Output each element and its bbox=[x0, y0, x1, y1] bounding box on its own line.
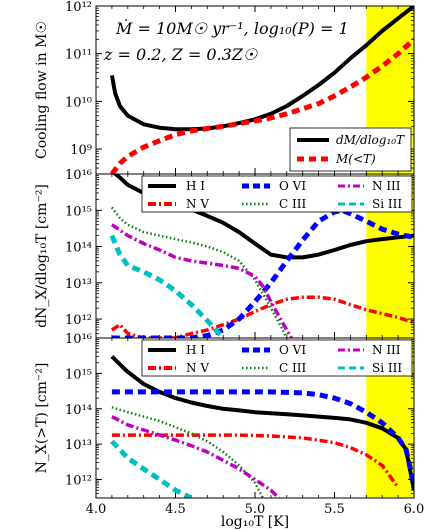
x-tick-label: 6.0 bbox=[404, 502, 425, 517]
legend-middle: H I N V O VI C III N III Si III bbox=[141, 175, 413, 213]
legend-label-NIII-mid: N III bbox=[372, 179, 401, 193]
legend-label-CIII-mid: C III bbox=[279, 197, 306, 211]
y-axis-label-bottom: N_X(>T) [cm⁻²] bbox=[34, 363, 50, 474]
x-tick-label: 5.5 bbox=[324, 502, 345, 517]
legend-label-SiIII-bot: Si III bbox=[372, 361, 402, 375]
y-tick-label: 10¹¹ bbox=[65, 48, 92, 63]
y-tick-label: 10¹² bbox=[65, 313, 92, 328]
series-line-2-3 bbox=[111, 406, 265, 498]
panel-middle: 10¹² 10¹³ 10¹⁴ 10¹⁵ 10¹⁶ dN_X/dlog₁₀T [cm⁻²]… bbox=[34, 168, 415, 339]
y-tick-label: 10¹³ bbox=[65, 438, 92, 453]
y-tick-label: 10¹⁵ bbox=[65, 367, 92, 382]
y-tick-label: 10¹⁶ bbox=[65, 332, 92, 347]
x-tick-label: 5.0 bbox=[245, 502, 266, 517]
series-line-2-0 bbox=[110, 355, 414, 491]
legend-label-CIII-bot: C III bbox=[279, 361, 306, 375]
series-line-2-5 bbox=[110, 439, 193, 498]
panel-top: 10⁹ 10¹⁰ 10¹¹ 10¹² Cooling flow in M☉ Ṁ = 1… bbox=[34, 0, 415, 175]
series-line-2-2 bbox=[111, 389, 414, 486]
legend-label-Mcum: M(<T) bbox=[335, 152, 376, 166]
y-tick-label: 10⁹ bbox=[70, 143, 92, 158]
x-axis-label: log₁₀T [K] bbox=[221, 514, 289, 530]
series-line-1-2 bbox=[111, 207, 414, 338]
y-axis-label-top: Cooling flow in M☉ bbox=[34, 21, 50, 159]
axes-frame-bottom bbox=[95, 337, 415, 499]
legend-label-HI-mid: H I bbox=[186, 179, 205, 193]
legend-top: dM/dlog₁₀T M(<T) bbox=[289, 127, 412, 172]
y-tick-label: 10¹⁵ bbox=[65, 204, 92, 219]
series-line-2-1 bbox=[111, 433, 400, 489]
x-tick-label: 4.5 bbox=[165, 502, 186, 517]
series-line-1-4 bbox=[110, 223, 294, 338]
legend-frame-bottom bbox=[141, 339, 413, 377]
y-tick-label: 10¹² bbox=[65, 0, 92, 15]
legend-label-NIII-bot: N III bbox=[372, 343, 401, 357]
y-tick-label: 10¹⁴ bbox=[65, 241, 92, 256]
legend-label-SiIII-mid: Si III bbox=[372, 197, 402, 211]
legend-frame-middle bbox=[141, 175, 413, 213]
legend-label-NV-mid: N V bbox=[186, 197, 209, 211]
series-line-2-4 bbox=[111, 415, 281, 498]
legend-label-OVI-mid: O VI bbox=[279, 179, 306, 193]
legend-bottom: H I N V O VI C III N III Si III bbox=[141, 339, 413, 377]
legend-frame-top bbox=[289, 127, 412, 172]
y-tick-label: 10¹⁰ bbox=[65, 95, 92, 110]
legend-label-HI-bot: H I bbox=[186, 343, 205, 357]
y-tick-label: 10¹⁴ bbox=[65, 403, 92, 418]
series-line-1-5 bbox=[109, 234, 226, 338]
y-tick-label: 10¹² bbox=[65, 474, 92, 489]
series-line-0-1 bbox=[109, 37, 414, 174]
legend-label-dM: dM/dlog₁₀T bbox=[336, 133, 405, 147]
y-tick-label: 10¹³ bbox=[65, 277, 92, 292]
y-axis-label-middle: dN_X/dlog₁₀T [cm⁻²] bbox=[34, 184, 50, 328]
series-line-1-3 bbox=[110, 206, 288, 338]
y-tick-label: 10¹⁶ bbox=[65, 168, 92, 183]
legend-label-NV-bot: N V bbox=[186, 361, 209, 375]
legend-label-OVI-bot: O VI bbox=[279, 343, 306, 357]
series-line-1-1 bbox=[110, 295, 414, 338]
panel-bottom: 10¹² 10¹³ 10¹⁴ 10¹⁵ 10¹⁶ N_X(>T) [cm⁻²] H I … bbox=[34, 332, 415, 499]
x-tick-label: 4.0 bbox=[86, 502, 107, 517]
annotation-line-2: z = 0.2, Z = 0.3Z☉ bbox=[103, 45, 258, 64]
annotation-line-1: Ṁ = 10M☉ yr⁻¹, log₁₀(P) = 1 bbox=[115, 18, 349, 38]
